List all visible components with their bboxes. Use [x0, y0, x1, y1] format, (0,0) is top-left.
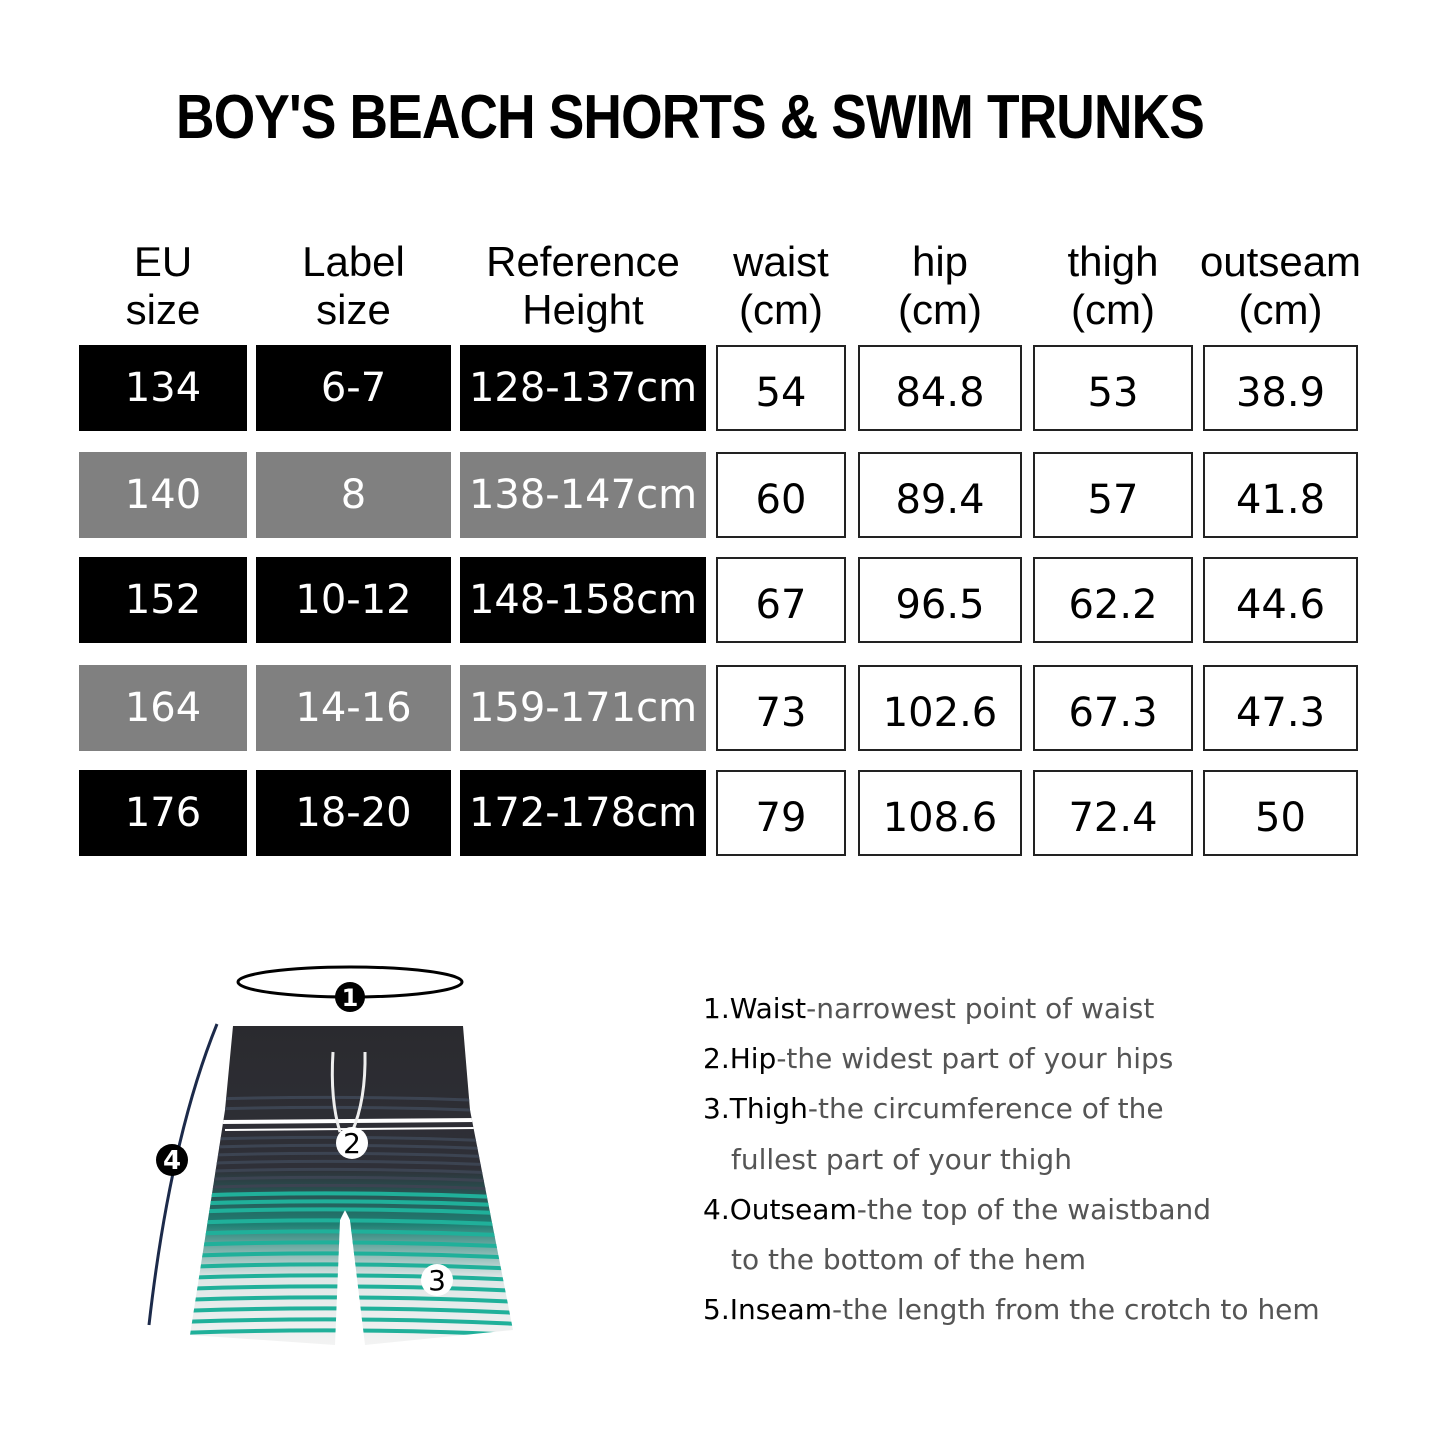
table-cell: 67.3 — [1033, 665, 1193, 751]
legend-desc: -the widest part of your hips — [776, 1042, 1174, 1076]
table-cell: 134 — [79, 345, 247, 431]
column-header: EU size — [59, 238, 267, 334]
table-cell: 8 — [256, 452, 451, 538]
header-line2: size — [125, 286, 201, 333]
legend-item: 3.Thigh-the circumference of the — [703, 1088, 1320, 1138]
table-cell: 47.3 — [1203, 665, 1358, 751]
legend-term: 2.Hip — [703, 1042, 777, 1076]
legend-term: 4.Outseam — [703, 1192, 857, 1226]
legend-desc: -the length from the crotch to hem — [831, 1293, 1320, 1327]
column-header: Label size — [236, 238, 471, 334]
legend-item: 5.Inseam-the length from the crotch to h… — [703, 1289, 1320, 1339]
header-line2: (cm) — [1071, 286, 1155, 333]
header-line2: (cm) — [1238, 286, 1323, 333]
svg-text:4: 4 — [163, 1146, 181, 1176]
table-cell: 159-171cm — [460, 665, 706, 751]
page-title: BOY'S BEACH SHORTS & SWIM TRUNKS — [176, 83, 1205, 152]
table-cell: 72.4 — [1033, 770, 1193, 856]
table-cell: 57 — [1033, 452, 1193, 538]
header-line2: Height — [522, 286, 644, 333]
table-cell: 60 — [716, 452, 846, 538]
legend-item: 1.Waist-narrowest point of waist — [703, 988, 1320, 1038]
table-cell: 62.2 — [1033, 557, 1193, 643]
legend-continuation: fullest part of your thigh — [731, 1142, 1072, 1176]
marker-3: 3 — [421, 1264, 453, 1297]
column-header: waist (cm) — [696, 238, 866, 334]
header-line1: thigh — [1067, 238, 1159, 285]
shorts-image — [190, 1026, 513, 1345]
legend-desc: -the top of the waistband — [856, 1192, 1212, 1226]
measurement-legend: 1.Waist-narrowest point of waist 2.Hip-th… — [703, 988, 1320, 1339]
header-line2: (cm) — [739, 286, 823, 333]
table-cell: 53 — [1033, 345, 1193, 431]
table-cell: 96.5 — [858, 557, 1022, 643]
column-header: outseam (cm) — [1183, 238, 1378, 334]
table-cell: 14-16 — [256, 665, 451, 751]
table-cell: 79 — [716, 770, 846, 856]
marker-2: 2 — [336, 1127, 368, 1160]
table-cell: 138-147cm — [460, 452, 706, 538]
table-cell: 128-137cm — [460, 345, 706, 431]
header-line1: Label — [302, 238, 405, 285]
table-cell: 41.8 — [1203, 452, 1358, 538]
legend-term: 3.Thigh — [703, 1092, 808, 1126]
column-header: thigh (cm) — [1013, 238, 1213, 334]
table-cell: 38.9 — [1203, 345, 1358, 431]
legend-desc: -narrowest point of waist — [806, 992, 1155, 1025]
svg-text:3: 3 — [428, 1264, 446, 1297]
header-line1: hip — [911, 238, 969, 285]
table-cell: 152 — [79, 557, 247, 643]
table-cell: 102.6 — [858, 665, 1022, 751]
table-cell: 10-12 — [256, 557, 451, 643]
legend-continuation: to the bottom of the hem — [731, 1242, 1087, 1276]
legend-desc: -the circumference of the — [807, 1092, 1164, 1126]
table-cell: 6-7 — [256, 345, 451, 431]
header-line1: waist — [733, 238, 829, 285]
legend-term: 1.Waist — [703, 992, 807, 1025]
header-line1: Reference — [486, 238, 680, 285]
svg-text:1: 1 — [342, 984, 359, 1012]
table-cell: 73 — [716, 665, 846, 751]
table-cell: 176 — [79, 770, 247, 856]
table-cell: 50 — [1203, 770, 1358, 856]
table-cell: 84.8 — [858, 345, 1022, 431]
table-cell: 108.6 — [858, 770, 1022, 856]
shorts-diagram: 1 2 3 4 — [147, 965, 513, 1345]
header-line2: size — [316, 286, 391, 333]
legend-item: 4.Outseam-the top of the waistband — [703, 1189, 1320, 1239]
marker-4: 4 — [156, 1144, 188, 1176]
table-cell: 67 — [716, 557, 846, 643]
svg-text:2: 2 — [343, 1127, 361, 1160]
table-cell: 140 — [79, 452, 247, 538]
table-cell: 89.4 — [858, 452, 1022, 538]
marker-1: 1 — [335, 982, 365, 1012]
table-cell: 18-20 — [256, 770, 451, 856]
column-header: Reference Height — [440, 238, 726, 334]
header-line1: EU — [133, 238, 193, 285]
header-line1: outseam — [1199, 238, 1362, 285]
table-cell: 148-158cm — [460, 557, 706, 643]
header-line2: (cm) — [898, 286, 982, 333]
table-cell: 44.6 — [1203, 557, 1358, 643]
legend-term: 5.Inseam — [703, 1293, 832, 1327]
legend-item: 2.Hip-the widest part of your hips — [703, 1038, 1320, 1088]
column-header: hip (cm) — [838, 238, 1042, 334]
table-cell: 172-178cm — [460, 770, 706, 856]
table-cell: 164 — [79, 665, 247, 751]
table-cell: 54 — [716, 345, 846, 431]
